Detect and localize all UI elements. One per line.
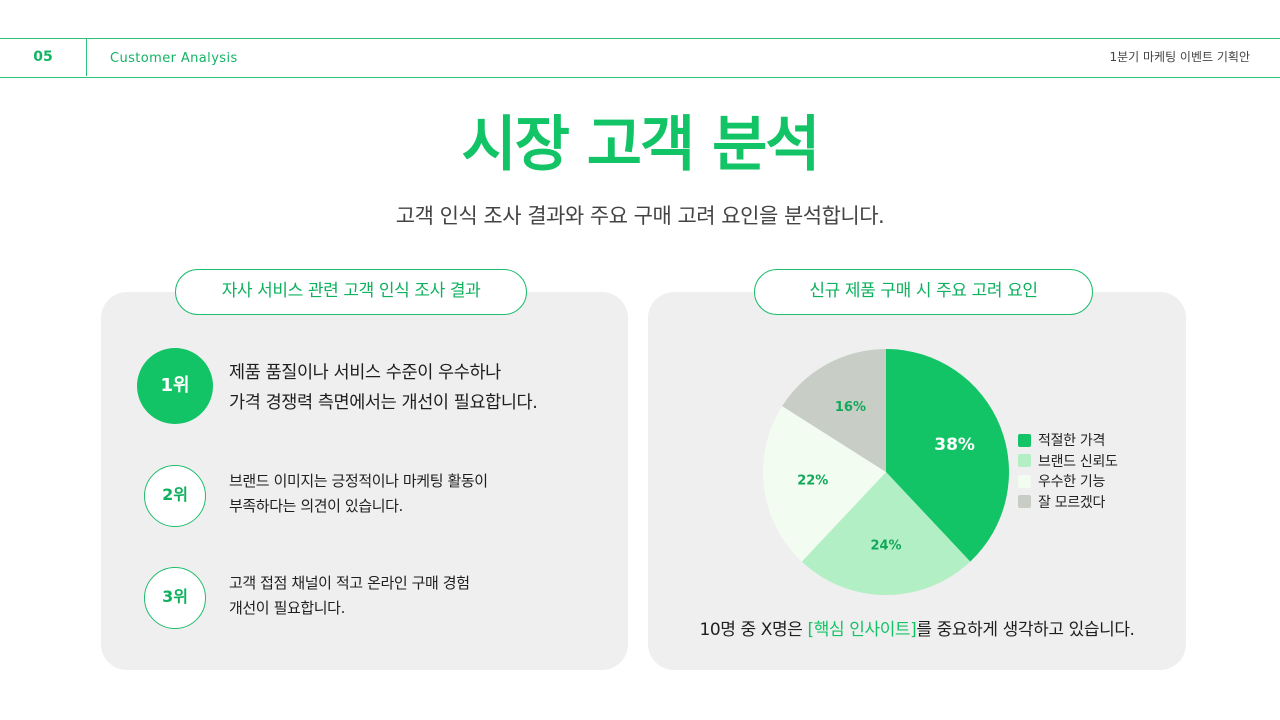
legend-item-4: 잘 모르겠다 (1018, 492, 1118, 513)
rank-1-line-2: 가격 경쟁력 측면에서는 개선이 필요합니다. (229, 393, 538, 413)
legend-swatch (1018, 433, 1031, 447)
document-title: 1분기 마케팅 이벤트 기획안 (1109, 50, 1250, 64)
purchase-factors-pie-chart: 38% 24% 22% 16% (763, 349, 1009, 595)
legend-swatch (1018, 474, 1031, 488)
legend-item-2: 브랜드 신뢰도 (1018, 451, 1118, 472)
page-title: 시장 고객 분석 (461, 110, 821, 180)
pie-slice-4 (782, 349, 886, 472)
pie-label-4: 16% (835, 400, 866, 415)
insight-highlight: [핵심 인사이트] (807, 620, 917, 640)
rank-1-badge: 1위 (137, 348, 213, 424)
legend-label: 적절한 가격 (1038, 433, 1106, 450)
pie-label-1: 38% (934, 435, 975, 455)
rank-3-line-1: 고객 접점 채널이 적고 온라인 구매 경험 (229, 574, 470, 592)
rank-3-text: 고객 접점 채널이 적고 온라인 구매 경험 개선이 필요합니다. (229, 571, 470, 621)
insight-text: 10명 중 X명은 [핵심 인사이트]를 중요하게 생각하고 있습니다. (648, 615, 1186, 640)
pie-slice-1 (886, 349, 1009, 562)
rank-3-badge: 3위 (144, 567, 206, 629)
insight-suffix: 를 중요하게 생각하고 있습니다. (916, 620, 1135, 640)
survey-heading: 자사 서비스 관련 고객 인식 조사 결과 (175, 269, 527, 315)
legend-swatch (1018, 454, 1031, 468)
pie-label-2: 24% (870, 538, 901, 553)
legend-item-3: 우수한 기능 (1018, 471, 1118, 492)
header-bar: 05 Customer Analysis 1분기 마케팅 이벤트 기획안 (0, 38, 1280, 78)
purchase-factors-heading: 신규 제품 구매 시 주요 고려 요인 (754, 269, 1093, 315)
pie-label-3: 22% (797, 474, 828, 489)
pie-slice-2 (801, 472, 971, 595)
rank-2-text: 브랜드 이미지는 긍정적이나 마케팅 활동이 부족하다는 의견이 있습니다. (229, 469, 488, 519)
legend-label: 잘 모르겠다 (1038, 494, 1106, 511)
section-label: Customer Analysis (110, 51, 238, 66)
rank-1-line-1: 제품 품질이나 서비스 수준이 우수하나 (229, 363, 501, 383)
insight-prefix: 10명 중 X명은 (699, 620, 808, 640)
page-subtitle: 고객 인식 조사 결과와 주요 구매 고려 요인을 분석합니다. (395, 204, 885, 228)
legend-label: 브랜드 신뢰도 (1038, 453, 1118, 470)
legend-label: 우수한 기능 (1038, 474, 1106, 491)
legend-item-1: 적절한 가격 (1018, 430, 1118, 451)
rank-1-text: 제품 품질이나 서비스 수준이 우수하나 가격 경쟁력 측면에서는 개선이 필요… (229, 358, 538, 418)
pie-slice-3 (763, 406, 886, 562)
rank-2-badge: 2위 (144, 465, 206, 527)
legend-swatch (1018, 495, 1031, 509)
rank-3-line-2: 개선이 필요합니다. (229, 599, 345, 617)
rank-2-line-1: 브랜드 이미지는 긍정적이나 마케팅 활동이 (229, 472, 488, 490)
rank-2-line-2: 부족하다는 의견이 있습니다. (229, 497, 403, 515)
page-number: 05 (0, 39, 87, 76)
